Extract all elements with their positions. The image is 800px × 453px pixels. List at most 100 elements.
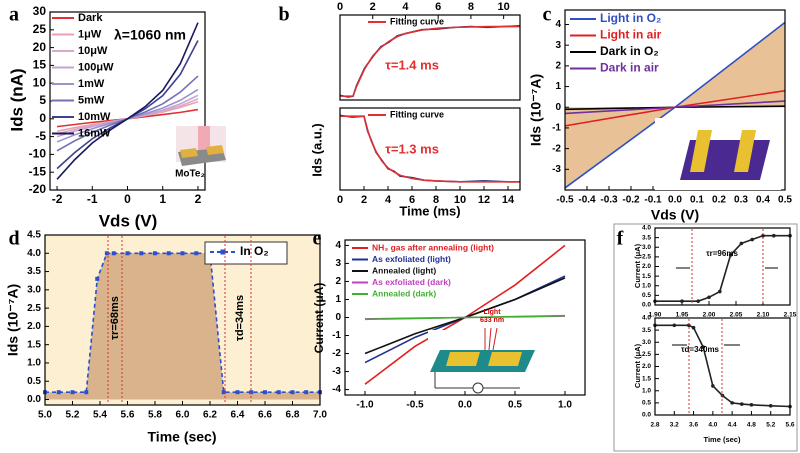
- y-tick-label: 4: [555, 19, 561, 30]
- y-tick-label: 15: [33, 58, 47, 72]
- x-tick-label: 4.4: [728, 422, 737, 429]
- electrode: [446, 352, 480, 366]
- x-tick-label: 6.8: [286, 410, 300, 421]
- marker: [290, 390, 295, 395]
- x-tick-label: 1: [159, 192, 166, 206]
- x-tick-label: 2.05: [730, 312, 743, 319]
- x-tick-label: 5.4: [93, 410, 107, 421]
- x-tick-label: -0.3: [600, 195, 618, 206]
- x-tick-label: 2.15: [784, 312, 797, 319]
- marker: [263, 390, 267, 395]
- chart-panel: 5.0 5.2 5.4 5.6 5.8 6.0 6.2 6.4 6.6 6.8 7.0 0.0 0.5 1…: [5, 228, 328, 445]
- marker: [180, 251, 185, 256]
- marker: [95, 276, 100, 281]
- x-tick-label: 10: [498, 1, 510, 13]
- x-tick-label: 2.8: [650, 422, 659, 429]
- decor: [107, 118, 781, 414]
- series-line: [340, 25, 520, 97]
- legend-label: Fitting curve: [390, 16, 444, 26]
- x-tick-label: 0.0: [668, 195, 682, 206]
- x-tick-label: 0.5: [778, 195, 792, 206]
- panel-label: f: [617, 228, 624, 250]
- y-tick-label: -3: [332, 366, 341, 377]
- marker: [739, 402, 744, 406]
- marker: [680, 299, 684, 303]
- y-tick-label: 0.0: [642, 412, 651, 419]
- legend-label: As exfoliated (light): [372, 254, 451, 264]
- shaded-area: [45, 253, 320, 400]
- x-axis-label: Vds (V): [651, 207, 699, 223]
- y-tick-label: 2: [555, 61, 561, 72]
- marker: [304, 390, 309, 395]
- panel-label: c: [543, 4, 552, 26]
- series-line: [655, 324, 791, 408]
- x-tick-label: 4: [385, 194, 392, 206]
- x-tick-label: 2.00: [703, 312, 716, 319]
- marker: [125, 251, 130, 256]
- marker: [768, 403, 773, 408]
- marker: [707, 295, 711, 300]
- x-tick-label: 2: [370, 1, 376, 13]
- y-tick-label: 3.0: [642, 244, 651, 251]
- marker: [111, 251, 116, 256]
- y-tick-label: 1.0: [27, 358, 41, 369]
- y-tick-label: -1: [552, 123, 561, 134]
- annotation: τ=1.3 ms: [385, 141, 439, 156]
- legend-label: 100μW: [78, 61, 114, 73]
- legend-label: Light in air: [600, 28, 662, 42]
- y-tick-label: 4.0: [642, 225, 651, 232]
- y-tick-label: -3: [552, 164, 561, 175]
- x-axis-label: Time (sec): [148, 429, 217, 445]
- y-tick-label: 4: [335, 240, 341, 251]
- axes-frame: [49, 11, 206, 191]
- legend-label: 1mW: [78, 78, 105, 90]
- y-tick-label: 4.5: [27, 230, 41, 241]
- legend-label: In O₂: [240, 244, 269, 258]
- x-tick-label: 0.2: [712, 195, 726, 206]
- plot-area: [340, 108, 520, 190]
- y-tick-label: 25: [33, 22, 47, 36]
- x-axis-label: Time (sec): [704, 435, 741, 444]
- y-axis-label: Ids (10⁻⁷A): [5, 284, 21, 356]
- legend-label: 1μW: [78, 28, 102, 40]
- legend-label: Dark: [78, 12, 103, 24]
- y-tick-label: 1.0: [642, 282, 651, 289]
- x-tick-label: 0.5: [508, 400, 522, 411]
- marker: [194, 251, 199, 256]
- y-tick-label: 2.0: [642, 263, 651, 270]
- marker: [696, 299, 700, 303]
- x-tick-label: -0.1: [644, 195, 662, 206]
- axes-frame: [654, 317, 791, 416]
- marker: [104, 251, 109, 256]
- axes-frame: [339, 14, 521, 101]
- marker: [749, 403, 754, 407]
- annotation: τr=68ms: [109, 296, 121, 340]
- electrode: [206, 145, 224, 155]
- x-tick-label: 5.2: [766, 422, 775, 429]
- marker: [70, 390, 75, 395]
- x-tick-label: 0.4: [756, 195, 770, 206]
- legend-label: Light in O₂: [600, 11, 661, 25]
- legend-label: Fitting curve: [390, 109, 444, 119]
- y-axis-label: Current (μA): [633, 343, 642, 388]
- panel-label: d: [8, 228, 19, 250]
- y-tick-label: 2.0: [642, 363, 651, 370]
- legend-label: Annealed (light): [372, 265, 436, 275]
- panel-label: b: [278, 4, 289, 26]
- legend-label: 16mW: [78, 127, 111, 139]
- marker: [711, 384, 715, 388]
- shaded-area: [565, 22, 785, 188]
- panel-frame: [613, 223, 798, 452]
- y-tick-label: -20: [29, 182, 47, 196]
- x-tick-label: 1.95: [676, 312, 689, 319]
- panel-label: e: [313, 228, 322, 250]
- y-tick-label: 2.0: [27, 321, 41, 332]
- x-tick-label: 5.8: [148, 410, 162, 421]
- annotation: τ=1.4 ms: [385, 57, 439, 72]
- y-tick-label: 30: [33, 4, 47, 18]
- annotation: τr=96ms: [706, 249, 738, 258]
- y-axis-label: Current (μA): [633, 243, 642, 288]
- chart-panel: 0 2 4 6 8 10 12 14 Fitting curve Time (ms) τ=1.3 m…: [337, 107, 521, 218]
- electrode: [180, 148, 198, 158]
- x-tick-label: 5.6: [121, 410, 135, 421]
